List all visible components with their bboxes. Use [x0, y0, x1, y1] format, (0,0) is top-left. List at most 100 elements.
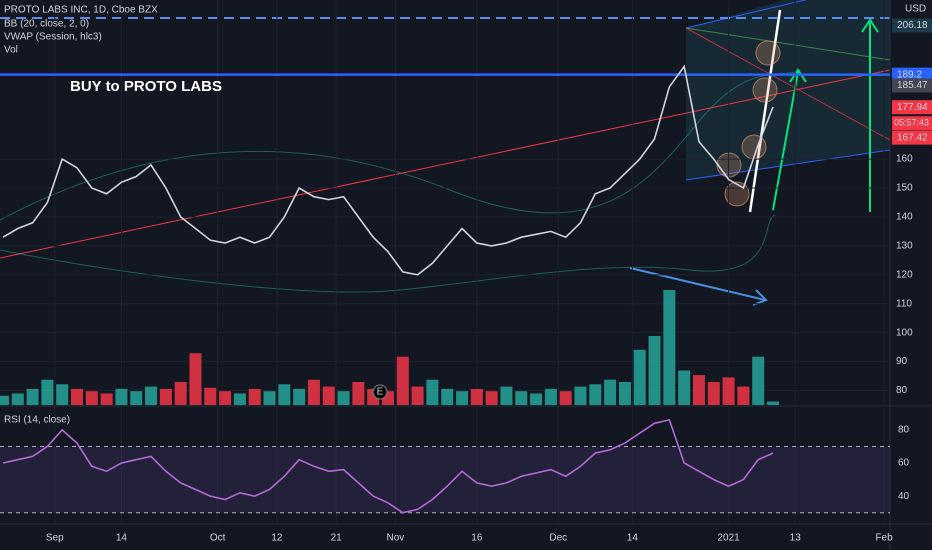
chart-title: PROTO LABS INC, 1D, Cboe BZX — [4, 5, 158, 16]
volume-bar — [233, 393, 246, 405]
pitchfork-channel — [686, 0, 890, 180]
volume-bar — [189, 353, 202, 405]
annotation: BUY to PROTO LABS — [70, 78, 222, 95]
volume-bar — [11, 393, 24, 405]
volume-bar — [26, 388, 39, 405]
price-label: 185.47 — [897, 80, 928, 91]
pitchfork-line — [685, 27, 891, 61]
volume-bar — [130, 391, 143, 405]
labels: 80 90 100 110 120 130 140 150 160 Sep 14 Oct 12 21 Nov… — [46, 18, 932, 544]
marks: E — [0, 0, 890, 524]
volume-bar — [278, 384, 291, 405]
price-label-box — [892, 18, 932, 33]
y-tick-label: 160 — [896, 154, 913, 165]
volume-bar — [293, 388, 306, 405]
arrow-head — [861, 18, 879, 33]
countdown-box — [892, 116, 932, 131]
x-tick-label: 16 — [471, 533, 483, 544]
y-tick-label: 100 — [896, 327, 913, 338]
x-tick-label: Sep — [46, 533, 64, 544]
x-tick-label: 14 — [116, 533, 128, 544]
y-tick-label: 90 — [896, 356, 908, 367]
volume-bar — [85, 391, 98, 405]
volume-bar — [411, 386, 424, 405]
volume-bar — [737, 386, 750, 405]
price-label-box — [892, 67, 932, 82]
rsi-tick-label: 40 — [898, 491, 910, 502]
volume-bar — [174, 382, 187, 405]
arrow — [772, 71, 799, 211]
y-tick-label: 150 — [896, 183, 913, 194]
rsi-line — [2, 418, 774, 514]
volume-bar — [456, 391, 469, 405]
pitchfork-line — [685, 0, 808, 29]
indicator-label: Vol — [4, 45, 18, 56]
volume-bar — [530, 393, 543, 405]
volume-bar — [692, 375, 705, 405]
countdown: 05:57:43 — [894, 118, 929, 128]
volume-bar — [707, 382, 720, 405]
x-tick-label: 2021 — [717, 533, 740, 544]
volume-bar — [115, 388, 128, 405]
x-tick-label: 14 — [627, 533, 639, 544]
volume-bar — [426, 379, 439, 405]
price-label-box — [892, 100, 932, 115]
price-label: 177.94 — [897, 102, 928, 113]
x-tick-label: 21 — [331, 533, 343, 544]
volume-bar — [648, 336, 661, 405]
y-tick-label: 80 — [896, 385, 908, 396]
volume-bar — [500, 386, 513, 405]
volume-bar — [604, 379, 617, 405]
arrow — [629, 267, 766, 301]
volume-bar — [722, 377, 735, 405]
earnings-marker — [372, 384, 388, 400]
volume-bar — [470, 388, 483, 405]
volume-bar — [589, 384, 602, 405]
circle — [752, 77, 778, 103]
volume-bar — [396, 356, 409, 405]
currency: USD — [905, 4, 926, 15]
volume-bar — [544, 388, 557, 405]
volume-bar — [204, 387, 217, 405]
volume-bar — [559, 391, 572, 405]
y-tick-label: 130 — [896, 241, 913, 252]
trend-line — [0, 69, 891, 259]
bb-lower — [0, 214, 776, 293]
rsi-band-fill — [0, 446, 890, 513]
pitchfork-line — [685, 149, 891, 181]
volume-bar — [663, 290, 676, 405]
volume-bar — [71, 388, 84, 405]
volume-bar — [159, 388, 172, 405]
pitchfork-line — [685, 27, 891, 141]
price-label: 167.42 — [897, 132, 928, 143]
x-tick-label: 13 — [790, 533, 802, 544]
indicator-label: VWAP (Session, hlc3) — [4, 32, 102, 43]
rsi-tick-label: 80 — [898, 425, 910, 436]
volume-bar — [767, 401, 780, 405]
volume-bar — [263, 391, 276, 405]
volume-bar — [41, 379, 54, 405]
volume-bar — [337, 391, 350, 405]
volume-bar — [352, 382, 365, 405]
earnings-label: E — [377, 387, 384, 398]
volume-bar — [100, 393, 113, 405]
volume-bar — [752, 356, 765, 405]
volume-bar — [248, 388, 261, 405]
x-tick-label: 12 — [271, 533, 283, 544]
volume-bar — [145, 386, 158, 405]
x-tick-label: Oct — [210, 533, 226, 544]
x-tick-label: Nov — [386, 533, 404, 544]
x-tick-label: Feb — [875, 533, 893, 544]
price-label: 206.18 — [897, 20, 928, 31]
bb-upper — [0, 69, 801, 221]
volume-bar — [618, 382, 631, 405]
y-tick-label: 140 — [896, 212, 913, 223]
x-tick-label: Dec — [549, 533, 567, 544]
rsi-tick-label: 60 — [898, 458, 910, 469]
price-line — [2, 64, 774, 276]
rsi-title: RSI (14, close) — [4, 415, 70, 426]
price-label-box — [892, 78, 932, 93]
price-label: 189.2 — [897, 69, 922, 80]
volume-bar — [485, 391, 498, 405]
